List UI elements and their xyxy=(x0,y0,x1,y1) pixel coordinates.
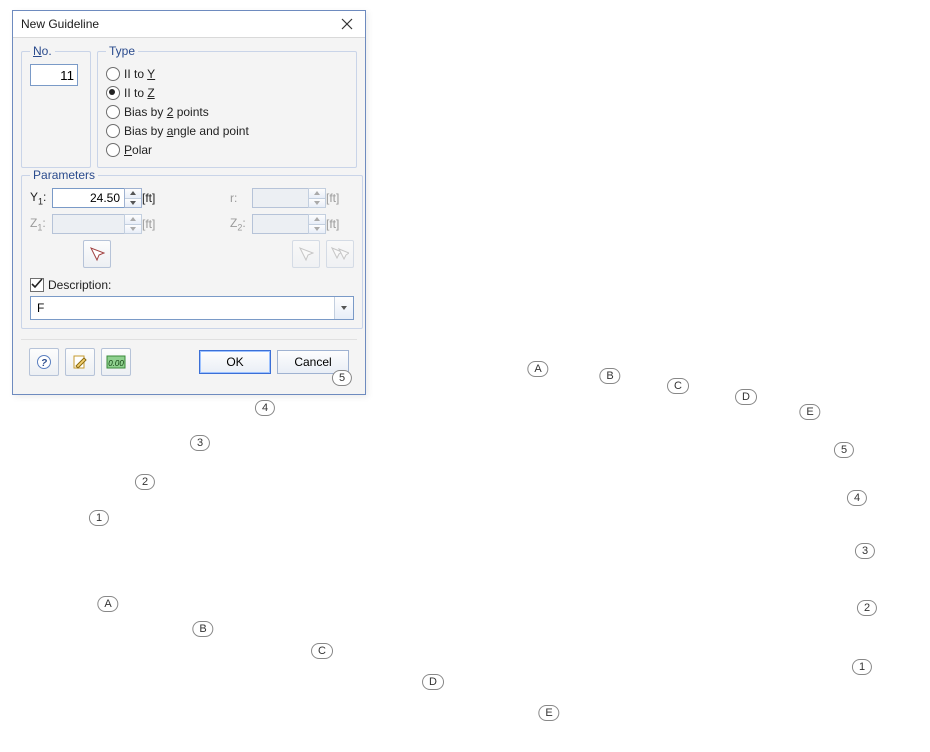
spinner-up-icon xyxy=(125,215,141,225)
help-button[interactable]: ? xyxy=(29,348,59,376)
dialog-title: New Guideline xyxy=(21,17,335,31)
group-parameters-legend: Parameters xyxy=(30,168,98,182)
param-y1-spinner[interactable] xyxy=(52,188,142,208)
param-z1-label: Z1: xyxy=(30,216,52,232)
svg-text:0.00: 0.00 xyxy=(108,359,124,368)
spinner-down-icon xyxy=(309,225,325,234)
grid-bubble: 3 xyxy=(190,435,210,451)
type-option-label: Polar xyxy=(124,143,152,157)
param-y1-input[interactable] xyxy=(52,188,124,208)
svg-text:?: ? xyxy=(41,358,47,369)
group-type-legend: Type xyxy=(106,44,138,58)
grid-bubble: 5 xyxy=(834,442,854,458)
spinner-up-icon[interactable] xyxy=(125,189,141,199)
grid-bubble: E xyxy=(538,705,559,721)
grid-bubble: 1 xyxy=(89,510,109,526)
param-r-unit: [ft] xyxy=(326,191,354,205)
chevron-down-icon[interactable] xyxy=(334,297,353,319)
spinner-down-icon[interactable] xyxy=(125,199,141,208)
guidelines xyxy=(99,369,867,713)
spinner-down-icon xyxy=(125,225,141,234)
grid-bubble: 4 xyxy=(847,490,867,506)
type-options: II to Y II to Z Bias by 2 points Bias by an… xyxy=(106,64,348,159)
param-z1-unit: [ft] xyxy=(142,217,170,231)
dot-grid xyxy=(44,359,888,712)
param-r-spinner xyxy=(252,188,326,208)
grid-bubble: 1 xyxy=(852,659,872,675)
type-option-label: II to Z xyxy=(124,86,155,100)
ok-button[interactable]: OK xyxy=(199,350,271,374)
param-y1-unit: [ft] xyxy=(142,191,170,205)
grid-bubble: D xyxy=(735,389,757,405)
radio-icon[interactable] xyxy=(106,124,120,138)
param-z2-unit: [ft] xyxy=(326,217,354,231)
param-r-input xyxy=(252,188,308,208)
description-combobox[interactable] xyxy=(30,296,354,320)
param-z2-input xyxy=(252,214,308,234)
group-parameters: Parameters Y1: [ft] r: [ft] xyxy=(21,168,363,329)
radio-icon[interactable] xyxy=(106,143,120,157)
grid-bubble: E xyxy=(799,404,820,420)
type-option-label: Bias by 2 points xyxy=(124,105,209,119)
radio-icon[interactable] xyxy=(106,67,120,81)
param-y1-label: Y1: xyxy=(30,190,52,206)
group-no: No. xyxy=(21,44,91,168)
grid-bubble: 2 xyxy=(857,600,877,616)
description-checkbox[interactable] xyxy=(30,278,44,292)
description-input[interactable] xyxy=(31,297,334,319)
grid-bubble: C xyxy=(311,643,333,659)
param-z2-label: Z2: xyxy=(230,216,252,232)
group-type: Type II to Y II to Z Bias by 2 points Bias … xyxy=(97,44,357,168)
param-r-label: r: xyxy=(230,191,252,205)
type-option-2[interactable]: Bias by 2 points xyxy=(106,102,348,121)
svg-text:y: y xyxy=(186,559,192,571)
spinner-up-icon xyxy=(309,189,325,199)
param-z1-input xyxy=(52,214,124,234)
group-no-legend: No. xyxy=(30,44,55,58)
pick-point-2-button xyxy=(292,240,320,268)
pick-point-button[interactable] xyxy=(83,240,111,268)
svg-text:x: x xyxy=(270,539,276,551)
grid-bubble: 4 xyxy=(255,400,275,416)
type-option-4[interactable]: Polar xyxy=(106,140,348,159)
type-option-label: Bias by angle and point xyxy=(124,124,249,138)
close-icon[interactable] xyxy=(335,14,359,34)
pick-two-points-button xyxy=(326,240,354,268)
spinner-up-icon xyxy=(309,215,325,225)
new-guideline-dialog: New Guideline No. Type II to Y II to Z Bia… xyxy=(12,10,366,395)
type-option-3[interactable]: Bias by angle and point xyxy=(106,121,348,140)
units-button[interactable]: 0.00 xyxy=(101,348,131,376)
no-input[interactable] xyxy=(30,64,78,86)
grid-bubble: 5 xyxy=(332,370,352,386)
type-option-0[interactable]: II to Y xyxy=(106,64,348,83)
grid-bubble: D xyxy=(422,674,444,690)
type-option-label: II to Y xyxy=(124,67,155,81)
grid-bubble: 3 xyxy=(855,543,875,559)
titlebar[interactable]: New Guideline xyxy=(13,11,365,38)
radio-icon[interactable] xyxy=(106,105,120,119)
edit-button[interactable] xyxy=(65,348,95,376)
grid-bubble: B xyxy=(192,621,213,637)
type-option-1[interactable]: II to Z xyxy=(106,83,348,102)
grid-bubble: B xyxy=(599,368,620,384)
grid-bubble: C xyxy=(667,378,689,394)
radio-icon[interactable] xyxy=(106,86,120,100)
svg-text:z: z xyxy=(226,585,232,597)
grid-bubble: A xyxy=(97,596,118,612)
description-label: Description: xyxy=(48,278,111,292)
spinner-down-icon xyxy=(309,199,325,208)
param-z2-spinner xyxy=(252,214,326,234)
param-z1-spinner xyxy=(52,214,142,234)
grid-bubble: A xyxy=(527,361,548,377)
grid-bubble: 2 xyxy=(135,474,155,490)
